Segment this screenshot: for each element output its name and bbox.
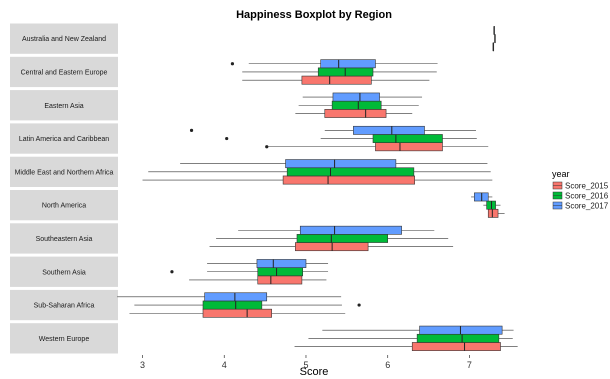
legend-label: Score_2016 bbox=[565, 192, 609, 201]
iqr-box bbox=[285, 159, 397, 169]
x-axis: 3 4 5 6 7 bbox=[140, 355, 472, 370]
category-label: Sub-Saharan Africa bbox=[34, 303, 95, 310]
x-tick-label: 3 bbox=[140, 360, 145, 370]
box-Score_2015 bbox=[242, 75, 430, 85]
box-Score_2017 bbox=[493, 26, 495, 35]
box-Score_2015 bbox=[294, 342, 518, 351]
legend-label: Score_2015 bbox=[565, 182, 609, 191]
category-label: Central and Eastern Europe bbox=[21, 69, 108, 76]
iqr-box bbox=[320, 59, 376, 69]
chart-title: Happiness Boxplot by Region bbox=[236, 9, 392, 21]
plot-panel bbox=[117, 26, 518, 351]
category-label: Western Europe bbox=[39, 336, 90, 343]
box-Score_2015 bbox=[295, 109, 413, 118]
iqr-box bbox=[286, 167, 415, 177]
category-strip bbox=[10, 23, 118, 54]
box-Score_2016 bbox=[148, 167, 491, 177]
box-Score_2017 bbox=[180, 159, 488, 169]
box-Score_2015 bbox=[142, 175, 493, 185]
iqr-box bbox=[299, 225, 402, 235]
category-strip bbox=[10, 223, 118, 254]
box-Score_2015 bbox=[189, 275, 327, 285]
category-strip bbox=[10, 289, 118, 321]
box-Score_2017 bbox=[471, 192, 493, 202]
category-strip bbox=[10, 323, 118, 354]
category-label: North America bbox=[42, 203, 86, 210]
outlier-point bbox=[225, 136, 229, 141]
iqr-box bbox=[204, 292, 268, 302]
x-tick-label: 6 bbox=[385, 360, 390, 370]
outlier-point bbox=[189, 128, 194, 132]
box-Score_2015 bbox=[265, 142, 489, 152]
x-tick-label: 7 bbox=[467, 360, 472, 370]
box-Score_2015 bbox=[492, 42, 495, 52]
box-Score_2015 bbox=[209, 242, 454, 252]
x-tick-label: 5 bbox=[303, 360, 308, 370]
x-tick-label: 4 bbox=[222, 360, 227, 370]
box-Score_2017 bbox=[189, 125, 476, 135]
iqr-box bbox=[257, 267, 304, 277]
outlier-point bbox=[170, 270, 174, 274]
iqr-box bbox=[282, 175, 415, 185]
iqr-box bbox=[301, 75, 372, 85]
category-strip bbox=[10, 123, 118, 154]
box-Score_2017 bbox=[230, 59, 438, 69]
box-Score_2016 bbox=[242, 67, 437, 77]
x-axis-title: Score bbox=[300, 366, 329, 378]
outlier-point bbox=[265, 145, 269, 149]
box-Score_2017 bbox=[302, 92, 423, 102]
outlier-point bbox=[230, 62, 235, 66]
iqr-box bbox=[411, 342, 501, 351]
box-Score_2016 bbox=[225, 134, 477, 143]
iqr-box bbox=[375, 142, 443, 152]
iqr-box bbox=[332, 92, 380, 102]
iqr-box bbox=[487, 208, 499, 218]
iqr-box bbox=[257, 275, 303, 285]
iqr-box bbox=[256, 259, 307, 268]
iqr-box bbox=[353, 125, 425, 135]
legend-label: Score_2017 bbox=[565, 202, 609, 211]
category-strip bbox=[10, 56, 118, 88]
legend-title: year bbox=[552, 169, 570, 179]
iqr-box bbox=[324, 109, 387, 118]
box-Score_2017 bbox=[207, 259, 329, 268]
category-strip bbox=[10, 256, 118, 287]
category-label: Eastern Asia bbox=[44, 103, 83, 110]
box-Score_2016 bbox=[170, 267, 329, 277]
box-Score_2016 bbox=[134, 300, 361, 310]
box-Score_2015 bbox=[487, 208, 505, 218]
iqr-box bbox=[296, 234, 389, 243]
box-Score_2017 bbox=[238, 225, 435, 235]
box-Score_2017 bbox=[322, 325, 514, 335]
category-label: Australia and New Zealand bbox=[22, 36, 106, 43]
box-Score_2015 bbox=[129, 308, 346, 318]
category-strip bbox=[10, 156, 118, 187]
category-label: Southeastern Asia bbox=[36, 236, 93, 243]
category-label: Latin America and Caribbean bbox=[19, 136, 109, 143]
category-strip bbox=[10, 190, 118, 221]
iqr-box bbox=[372, 134, 443, 143]
category-strip bbox=[10, 90, 118, 121]
box-Score_2016 bbox=[308, 333, 513, 343]
box-Score_2016 bbox=[298, 100, 419, 110]
iqr-box bbox=[416, 333, 500, 343]
box-Score_2016 bbox=[216, 234, 449, 243]
iqr-box bbox=[331, 100, 382, 110]
box-Score_2016 bbox=[483, 200, 501, 210]
category-label: Southern Asia bbox=[42, 269, 86, 276]
iqr-box bbox=[202, 300, 263, 310]
box-Score_2016 bbox=[494, 34, 496, 44]
box-Score_2017 bbox=[117, 292, 342, 302]
outlier-point bbox=[357, 303, 361, 307]
iqr-box bbox=[202, 308, 272, 318]
category-label: Middle East and Northern Africa bbox=[15, 169, 114, 176]
category-strips: Australia and New Zealand Central and Eas… bbox=[10, 23, 118, 354]
